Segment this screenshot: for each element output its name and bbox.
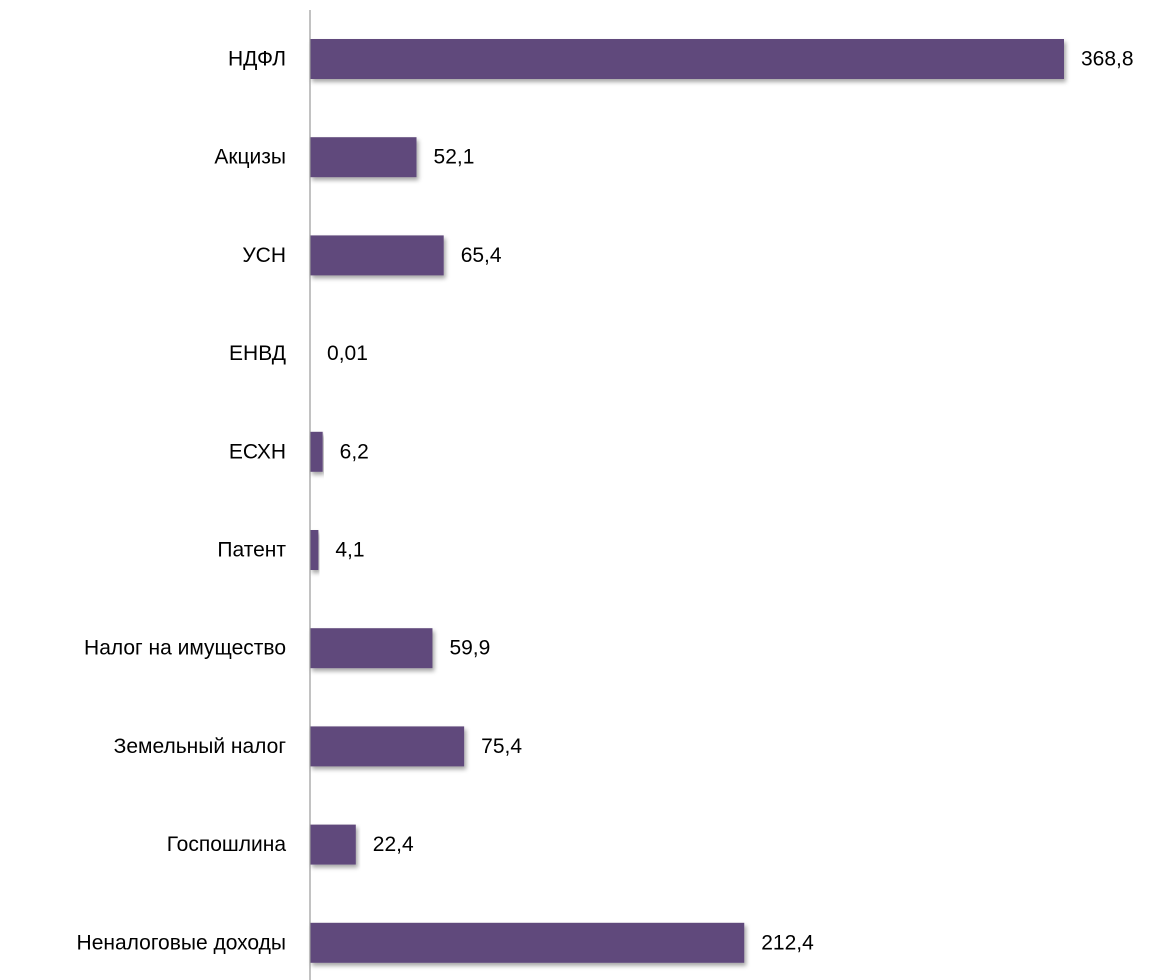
category-label: Акцизы: [214, 146, 286, 169]
bar: [310, 431, 323, 472]
value-label: 0,01: [327, 342, 368, 365]
value-label: 65,4: [461, 244, 502, 267]
value-label: 52,1: [434, 146, 475, 169]
category-label: НДФЛ: [228, 48, 286, 71]
value-label: 4,1: [335, 539, 364, 562]
bars-layer: [310, 39, 1064, 963]
category-label: Неналоговые доходы: [77, 931, 286, 954]
bar: [310, 628, 433, 669]
value-label: 368,8: [1081, 48, 1134, 71]
value-label: 59,9: [449, 637, 490, 660]
bar: [310, 824, 356, 865]
bar: [310, 235, 444, 276]
bar: [310, 39, 1064, 79]
bar: [310, 726, 465, 767]
category-label: УСН: [242, 244, 286, 267]
category-label: Госпошлина: [167, 833, 287, 856]
labels-layer: НДФЛ 368,8 Акцизы 52,1 УСН 65,4 ЕНВД 0,01 ЕСХН 6,…: [77, 48, 1134, 955]
value-label: 212,4: [761, 931, 814, 954]
category-label: Налог на имущество: [84, 637, 286, 660]
value-label: 75,4: [481, 735, 522, 758]
category-label: Патент: [217, 539, 286, 562]
value-label: 22,4: [373, 833, 414, 856]
bar: [310, 137, 417, 178]
bar: [310, 922, 745, 963]
value-label: 6,2: [340, 440, 369, 463]
category-label: Земельный налог: [114, 735, 287, 758]
bar: [310, 530, 319, 570]
category-label: ЕСХН: [229, 440, 286, 463]
category-label: ЕНВД: [229, 342, 286, 365]
